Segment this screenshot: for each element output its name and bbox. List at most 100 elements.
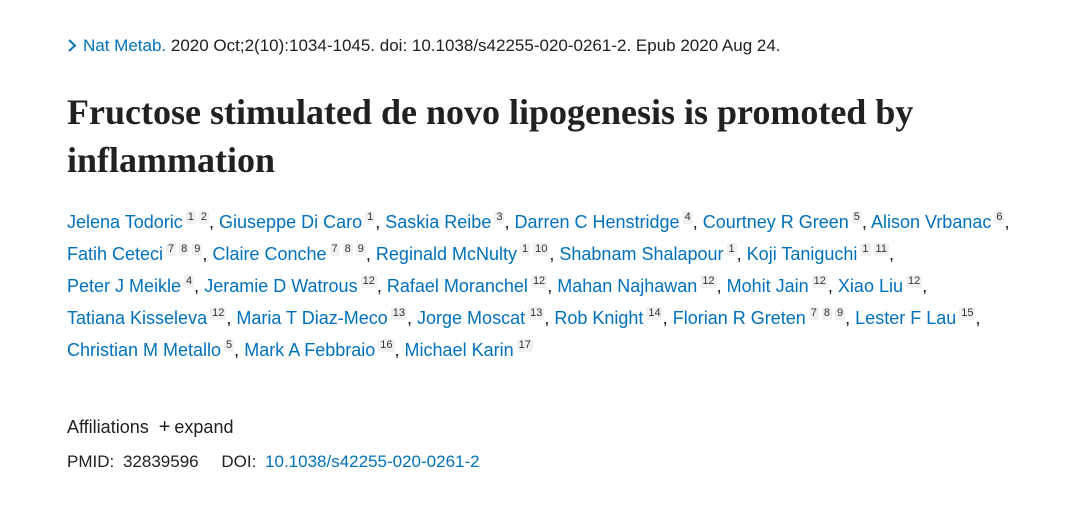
affiliation-number[interactable]: 7 — [166, 243, 177, 256]
affiliation-number[interactable]: 9 — [192, 243, 203, 256]
author: Courtney R Green 5, — [702, 211, 867, 232]
journal-link[interactable]: Nat Metab. — [83, 36, 167, 55]
doi-label: DOI: — [221, 452, 257, 471]
author-link[interactable]: Rob Knight — [554, 308, 644, 328]
author: Reginald McNulty 1 10, — [375, 243, 555, 264]
author: Rob Knight 14, — [554, 307, 668, 328]
affiliations-label: Affiliations — [67, 417, 149, 437]
author: Koji Taniguchi 1 11, — [746, 243, 894, 264]
separator: , — [1004, 212, 1010, 232]
author-link[interactable]: Courtney R Green — [702, 212, 849, 232]
author-link[interactable]: Rafael Moranchel — [386, 276, 528, 296]
separator: , — [375, 212, 381, 232]
affiliation-number[interactable]: 12 — [360, 275, 377, 288]
affiliation-number[interactable]: 8 — [179, 243, 190, 256]
affiliation-number[interactable]: 5 — [851, 211, 862, 224]
author-link[interactable]: Reginald McNulty — [375, 244, 517, 264]
affiliation-number[interactable]: 12 — [905, 275, 923, 288]
author: Maria T Diaz-Meco 13, — [236, 307, 413, 328]
affiliation-number[interactable]: 14 — [646, 307, 663, 320]
author-link[interactable]: Saskia Reibe — [385, 212, 492, 232]
affiliation-number[interactable]: 10 — [533, 243, 550, 256]
author: Shabnam Shalapour 1, — [559, 243, 742, 264]
affiliation-number[interactable]: 2 — [198, 211, 209, 224]
affiliation-number[interactable]: 15 — [959, 307, 976, 320]
author: Claire Conche 7 8 9, — [212, 243, 371, 264]
author-link[interactable]: Lester F Lau — [855, 308, 957, 328]
expand-button[interactable]: expand — [174, 417, 234, 437]
author: Jeramie D Watrous 12, — [204, 275, 382, 296]
author: Michael Karin 17 — [404, 339, 533, 360]
affiliation-number[interactable]: 1 — [860, 243, 871, 256]
author-link[interactable]: Mohit Jain — [726, 276, 809, 296]
separator: , — [234, 340, 240, 360]
affiliation-number[interactable]: 16 — [378, 339, 395, 352]
affiliation-number[interactable]: 1 — [365, 211, 376, 224]
affiliation-number[interactable]: 1 — [519, 243, 531, 256]
author: Mahan Najhawan 12, — [557, 275, 722, 296]
separator: , — [226, 308, 232, 328]
affiliation-number[interactable]: 12 — [700, 275, 717, 288]
affiliation-number[interactable]: 8 — [342, 243, 353, 256]
separator: , — [845, 308, 851, 328]
author-link[interactable]: Giuseppe Di Caro — [219, 212, 363, 232]
author-link[interactable]: Michael Karin — [404, 340, 514, 360]
separator: , — [209, 212, 215, 232]
identifiers: PMID: 32839596 DOI: 10.1038/s42255-020-0… — [67, 452, 480, 472]
author-list: Jelena Todoric 1 2, Giuseppe Di Caro 1, Sas… — [67, 206, 1017, 366]
affiliation-number[interactable]: 13 — [528, 307, 545, 320]
article-title: Fructose stimulated de novo lipogenesis … — [67, 92, 914, 180]
affiliation-number[interactable]: 12 — [530, 275, 548, 288]
author-link[interactable]: Koji Taniguchi — [746, 244, 858, 264]
author-link[interactable]: Fatih Ceteci — [67, 244, 164, 264]
author-link[interactable]: Peter J Meikle — [67, 276, 182, 296]
author: Mark A Febbraio 16, — [244, 339, 400, 360]
author-link[interactable]: Mahan Najhawan — [557, 276, 698, 296]
author-link[interactable]: Alison Vrbanac — [870, 212, 992, 232]
affiliation-number[interactable]: 12 — [811, 275, 828, 288]
affiliation-number[interactable]: 9 — [835, 307, 846, 320]
affiliation-number[interactable]: 9 — [355, 243, 366, 256]
affiliation-number[interactable]: 4 — [184, 275, 195, 288]
separator: , — [549, 244, 555, 264]
separator: , — [716, 276, 722, 296]
author-link[interactable]: Xiao Liu — [837, 276, 903, 296]
author-link[interactable]: Claire Conche — [212, 244, 327, 264]
affiliation-number[interactable]: 5 — [224, 339, 235, 352]
author-link[interactable]: Jeramie D Watrous — [204, 276, 358, 296]
separator: , — [888, 244, 894, 264]
author-link[interactable]: Jorge Moscat — [417, 308, 526, 328]
author-link[interactable]: Tatiana Kisseleva — [67, 308, 208, 328]
separator: , — [365, 244, 371, 264]
separator: , — [692, 212, 698, 232]
affiliation-number[interactable]: 11 — [873, 243, 889, 256]
affiliation-number[interactable]: 13 — [390, 307, 407, 320]
affiliation-number[interactable]: 1 — [726, 243, 737, 256]
affiliation-number[interactable]: 6 — [994, 211, 1005, 224]
affiliation-number[interactable]: 3 — [494, 211, 505, 224]
separator: , — [922, 276, 928, 296]
author-link[interactable]: Mark A Febbraio — [244, 340, 376, 360]
affiliation-number[interactable]: 7 — [329, 243, 340, 256]
author-link[interactable]: Florian R Greten — [672, 308, 806, 328]
affiliation-number[interactable]: 4 — [682, 211, 693, 224]
author: Rafael Moranchel 12, — [386, 275, 552, 296]
author: Alison Vrbanac 6, — [870, 211, 1010, 232]
author-link[interactable]: Darren C Henstridge — [514, 212, 680, 232]
affiliation-number[interactable]: 8 — [821, 307, 833, 320]
affiliation-number[interactable]: 12 — [210, 307, 227, 320]
author-link[interactable]: Christian M Metallo — [67, 340, 222, 360]
author-link[interactable]: Shabnam Shalapour — [559, 244, 724, 264]
author-link[interactable]: Jelena Todoric — [67, 212, 183, 232]
author: Darren C Henstridge 4, — [514, 211, 698, 232]
author: Mohit Jain 12, — [726, 275, 833, 296]
author-link[interactable]: Maria T Diaz-Meco — [236, 308, 388, 328]
separator: , — [407, 308, 413, 328]
affiliation-number[interactable]: 1 — [185, 211, 196, 224]
affiliation-number[interactable]: 17 — [516, 339, 533, 352]
doi-link[interactable]: 10.1038/s42255-020-0261-2 — [265, 452, 480, 471]
separator: , — [202, 244, 208, 264]
affiliation-number[interactable]: 7 — [808, 307, 819, 320]
plus-icon[interactable]: + — [158, 416, 171, 438]
